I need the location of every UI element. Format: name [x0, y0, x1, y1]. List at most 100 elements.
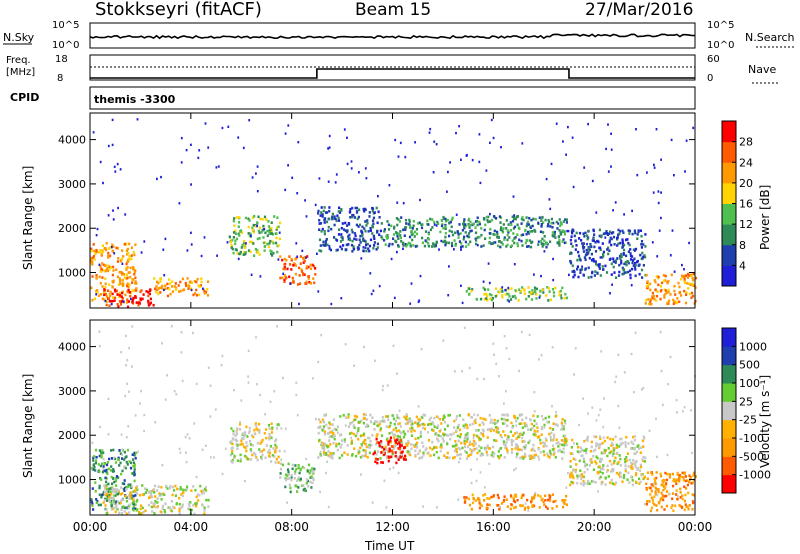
- velocity-cell: [645, 488, 648, 491]
- velocity-cell: [594, 448, 597, 452]
- velocity-cell: [679, 505, 682, 508]
- velocity-noise-cell: [213, 456, 215, 459]
- power-cell: [530, 218, 533, 222]
- power-cell: [344, 248, 347, 251]
- power-cell: [336, 214, 339, 217]
- power-cell: [632, 259, 635, 262]
- power-cell: [587, 266, 590, 270]
- power-cell: [541, 216, 544, 220]
- power-cell: [368, 215, 371, 218]
- power-noise-cell: [190, 243, 193, 246]
- power-cell: [264, 231, 267, 235]
- velocity-cell: [660, 483, 663, 487]
- power-cell: [108, 304, 111, 307]
- velocity-cell: [610, 470, 613, 473]
- power-cell: [627, 241, 630, 245]
- velocity-cell: [551, 493, 555, 496]
- power-noise-cell: [562, 140, 564, 143]
- power-cell: [525, 239, 528, 242]
- velocity-cell: [140, 504, 143, 507]
- power-cell: [305, 280, 308, 284]
- velocity-cell: [453, 426, 456, 429]
- velocity-cell: [304, 489, 307, 493]
- power-cell: [362, 237, 365, 240]
- velocity-cell: [370, 420, 373, 424]
- velocity-cell: [404, 422, 407, 426]
- velocity-cell: [582, 483, 585, 487]
- velocity-cell: [451, 445, 454, 448]
- power-cell: [102, 292, 106, 295]
- power-cell: [480, 227, 483, 230]
- velocity-cell: [565, 439, 568, 443]
- velocity-cell: [624, 445, 627, 448]
- power-cell: [561, 286, 564, 290]
- velocity-cell: [269, 435, 272, 438]
- velocity-noise-cell: [483, 377, 485, 381]
- power-noise-cell: [447, 170, 449, 174]
- velocity-cell: [103, 484, 106, 487]
- velocity-noise-cell: [690, 409, 692, 412]
- velocity-cell: [376, 420, 379, 424]
- velocity-cell: [94, 461, 97, 465]
- velocity-cell: [106, 487, 109, 491]
- power-cell: [467, 243, 470, 246]
- power-cell: [128, 258, 131, 261]
- velocity-cell: [456, 434, 459, 438]
- power-noise-cell: [404, 155, 407, 159]
- power-cell: [513, 217, 516, 221]
- velocity-noise-cell: [527, 509, 530, 512]
- power-cell: [375, 206, 378, 210]
- velocity-cell: [134, 456, 137, 460]
- velocity-cell: [499, 454, 502, 457]
- power-cell: [290, 268, 293, 271]
- velocity-cell: [632, 459, 635, 462]
- velocity-cell: [141, 484, 144, 487]
- velocity-cell: [582, 479, 585, 483]
- velocity-noise-cell: [538, 358, 540, 361]
- velocity-cell: [571, 438, 574, 442]
- velocity-cell: [408, 450, 411, 454]
- power-cell: [625, 263, 628, 267]
- velocity-noise-cell: [396, 372, 398, 375]
- velocity-cell: [275, 438, 278, 441]
- velocity-cell: [606, 469, 609, 472]
- velocity-cell: [510, 443, 513, 447]
- velocity-cell: [116, 458, 119, 461]
- power-noise-cell: [394, 138, 397, 142]
- power-noise-cell: [330, 302, 333, 306]
- power-cell: [247, 249, 251, 252]
- velocity-cell: [506, 424, 509, 428]
- power-cell: [522, 288, 525, 291]
- velocity-cell: [468, 503, 472, 507]
- velocity-cell: [551, 428, 555, 431]
- power-cell: [640, 240, 644, 243]
- power-cell: [173, 285, 176, 288]
- power-cell: [356, 217, 359, 221]
- power-cell: [468, 287, 471, 291]
- power-cell: [270, 229, 273, 232]
- power-cell: [612, 265, 615, 269]
- power-cell: [117, 305, 120, 308]
- velocity-cell: [259, 442, 262, 445]
- velocity-cell: [611, 438, 615, 441]
- power-cell: [324, 242, 327, 245]
- power-cell: [127, 271, 130, 274]
- velocity-cell: [165, 484, 168, 488]
- velocity-cell: [268, 451, 271, 455]
- velocity-noise-cell: [653, 482, 655, 485]
- velocity-cell: [440, 422, 443, 425]
- velocity-cell: [128, 494, 131, 497]
- velocity-cell: [384, 445, 387, 449]
- velocity-cell: [569, 483, 572, 487]
- power-cell: [149, 297, 152, 301]
- velocity-cell: [650, 506, 654, 510]
- velocity-cell: [105, 477, 108, 480]
- power-cell: [299, 262, 302, 265]
- power-cell: [529, 292, 533, 296]
- power-cell: [127, 288, 130, 292]
- velocity-cell: [538, 506, 541, 509]
- velocity-cell: [139, 507, 142, 511]
- power-cell: [552, 291, 555, 294]
- velocity-colorbar-tick-label: 1000: [739, 340, 767, 353]
- velocity-cell: [270, 460, 273, 463]
